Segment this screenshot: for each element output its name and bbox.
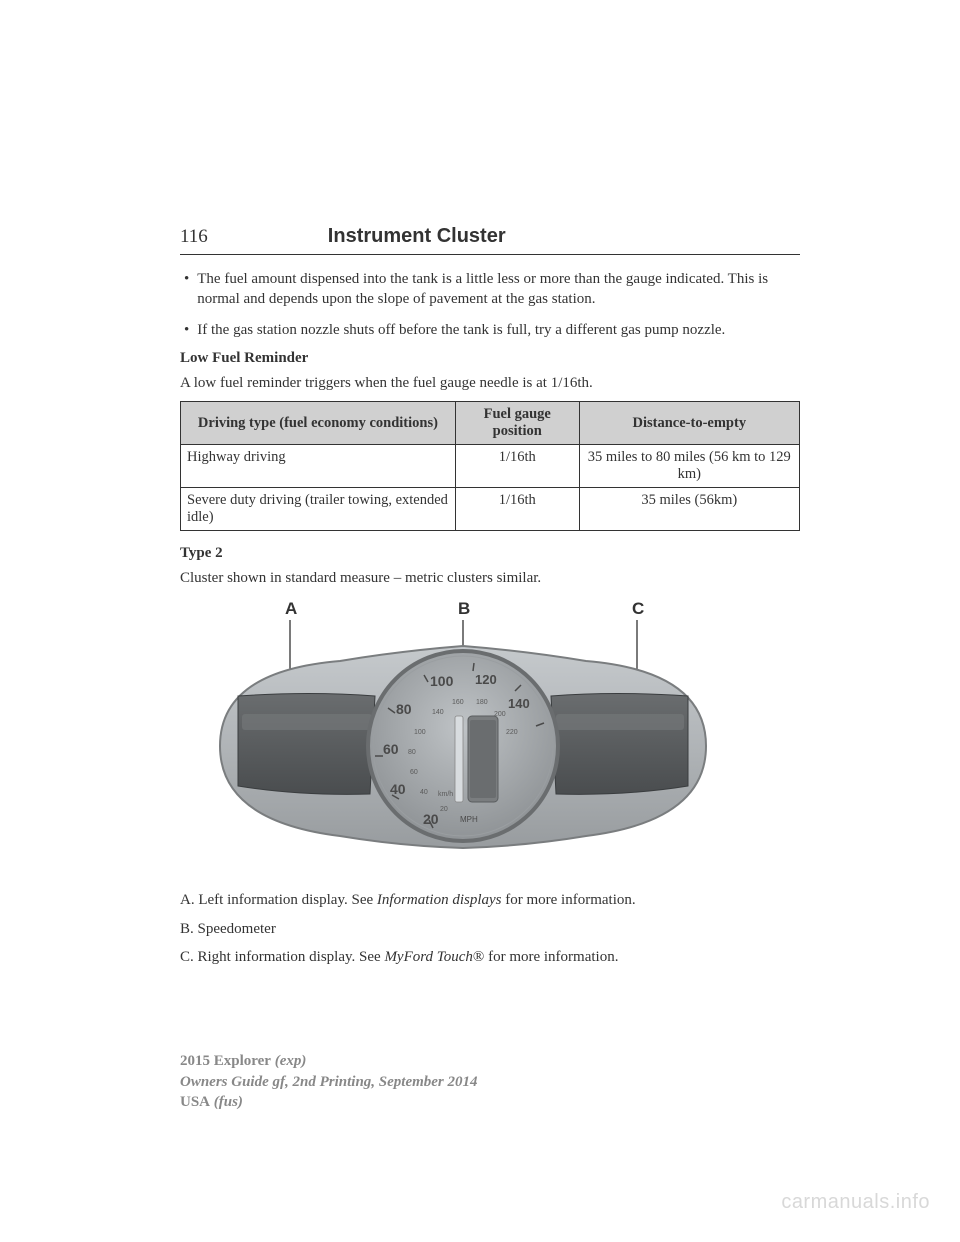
panel-highlight (556, 714, 684, 730)
legend-c-reg: ® (473, 949, 484, 965)
legend-c-pre: C. Right information display. See (180, 949, 384, 965)
bullet-dot: • (184, 269, 189, 310)
type2-intro: Cluster shown in standard measure – metr… (180, 568, 800, 588)
table-cell: 35 miles to 80 miles (56 km to 129 km) (579, 445, 799, 488)
cluster-svg: A B C (180, 596, 740, 876)
footer-line: USA (fus) (180, 1092, 478, 1112)
table-header: Driving type (fuel economy conditions) (181, 402, 456, 445)
bullet-item: • The fuel amount dispensed into the tan… (180, 269, 800, 310)
speed-label: 60 (383, 741, 399, 757)
diagram-label-b: B (458, 599, 470, 618)
type2-heading: Type 2 (180, 545, 800, 562)
bullet-text: The fuel amount dispensed into the tank … (197, 269, 800, 310)
table-cell: Highway driving (181, 445, 456, 488)
kmh-label: 80 (408, 749, 416, 756)
table-cell: 35 miles (56km) (579, 488, 799, 531)
legend-a-post: for more information. (502, 892, 636, 908)
panel-highlight (242, 714, 372, 730)
diagram-label-c: C (632, 599, 644, 618)
legend-a-ital: Information displays (377, 892, 502, 908)
footer-model: 2015 Explorer (180, 1053, 271, 1069)
table-header: Fuel gauge position (455, 402, 579, 445)
table-row: Severe duty driving (trailer towing, ext… (181, 488, 800, 531)
speedo-needle (455, 716, 463, 802)
table-cell: 1/16th (455, 445, 579, 488)
unit-mph: MPH (460, 815, 478, 824)
center-display-inner (470, 720, 496, 798)
kmh-label: 140 (432, 709, 444, 716)
speed-label: 140 (508, 696, 530, 711)
speed-label: 100 (430, 673, 454, 689)
page-number: 116 (180, 226, 208, 248)
legend-b: B. Speedometer (180, 919, 800, 939)
table-cell: 1/16th (455, 488, 579, 531)
kmh-label: 180 (476, 699, 488, 706)
legend-c: C. Right information display. See MyFord… (180, 947, 800, 967)
speed-label: 80 (396, 701, 412, 717)
legend-c-post: for more information. (484, 949, 618, 965)
cluster-diagram: A B C (180, 596, 740, 876)
section-title: Instrument Cluster (328, 225, 506, 248)
footer-model-code: (exp) (271, 1053, 306, 1069)
bullet-text: If the gas station nozzle shuts off befo… (197, 320, 725, 340)
speed-label: 120 (475, 672, 497, 687)
kmh-label: 20 (440, 806, 448, 813)
kmh-label: 220 (506, 729, 518, 736)
unit-kmh: km/h (438, 791, 453, 798)
footer-line: Owners Guide gf, 2nd Printing, September… (180, 1072, 478, 1092)
low-fuel-intro: A low fuel reminder triggers when the fu… (180, 373, 800, 393)
kmh-label: 100 (414, 729, 426, 736)
table-cell: Severe duty driving (trailer towing, ext… (181, 488, 456, 531)
footer-region: USA (180, 1094, 210, 1110)
watermark: carmanuals.info (781, 1191, 930, 1214)
page-header: 116 Instrument Cluster (180, 225, 800, 255)
bullet-dot: • (184, 320, 189, 340)
table-header: Distance-to-empty (579, 402, 799, 445)
left-display-panel (238, 694, 375, 795)
legend-c-ital: MyFord Touch (384, 949, 472, 965)
low-fuel-heading: Low Fuel Reminder (180, 350, 800, 367)
table-row: Highway driving 1/16th 35 miles to 80 mi… (181, 445, 800, 488)
table-header-row: Driving type (fuel economy conditions) F… (181, 402, 800, 445)
footer-region-code: (fus) (210, 1094, 243, 1110)
right-display-panel (551, 694, 688, 795)
page-footer: 2015 Explorer (exp) Owners Guide gf, 2nd… (180, 1051, 478, 1112)
legend-a: A. Left information display. See Informa… (180, 890, 800, 910)
legend-a-pre: A. Left information display. See (180, 892, 377, 908)
bullet-item: • If the gas station nozzle shuts off be… (180, 320, 800, 340)
fuel-table: Driving type (fuel economy conditions) F… (180, 401, 800, 531)
footer-line: 2015 Explorer (exp) (180, 1051, 478, 1071)
kmh-label: 40 (420, 789, 428, 796)
kmh-label: 160 (452, 699, 464, 706)
diagram-label-a: A (285, 599, 297, 618)
kmh-label: 60 (410, 769, 418, 776)
